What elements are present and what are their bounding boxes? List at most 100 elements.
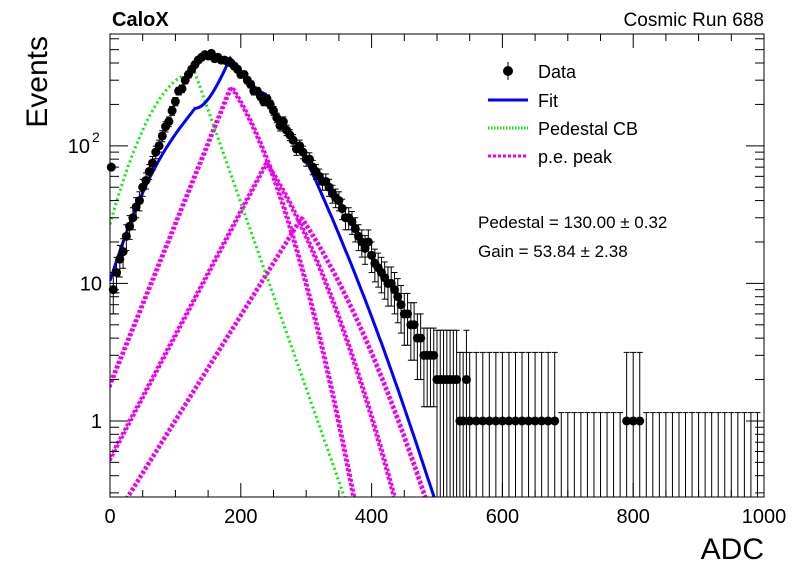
x-tick-label: 0: [104, 506, 115, 528]
data-marker: [363, 237, 373, 247]
data-point: [403, 292, 413, 346]
data-point: [721, 412, 728, 497]
data-marker: [517, 416, 527, 426]
data-marker: [537, 416, 547, 426]
data-point: [167, 105, 177, 116]
data-point: [702, 412, 709, 497]
data-point: [617, 412, 624, 497]
data-point: [571, 412, 578, 497]
data-point: [577, 412, 584, 497]
data-point: [543, 351, 553, 497]
data-marker: [304, 154, 314, 164]
data-marker: [298, 147, 308, 157]
data-marker: [337, 204, 347, 214]
data-point: [628, 351, 638, 497]
data-point: [662, 412, 669, 497]
data-point: [478, 351, 488, 497]
data-point: [354, 224, 364, 252]
data-marker: [471, 416, 481, 426]
data-marker: [134, 196, 144, 206]
data-marker: [635, 416, 645, 426]
experiment-label: CaloX: [112, 9, 169, 31]
x-tick-label: 600: [486, 506, 519, 528]
data-marker: [484, 416, 494, 426]
fit-curves: [110, 55, 436, 497]
data-point: [429, 327, 439, 408]
data-point: [177, 84, 187, 94]
data-point: [128, 207, 138, 231]
data-marker: [278, 117, 288, 127]
run-label: Cosmic Run 688: [624, 10, 764, 31]
pedestal-annotation: Pedestal = 130.00 ± 0.32: [478, 213, 667, 232]
data-point: [484, 351, 494, 497]
data-point: [471, 351, 481, 497]
x-tick-label: 200: [224, 506, 257, 528]
data-point: [170, 97, 180, 107]
data-marker: [350, 224, 360, 234]
data-point: [754, 412, 761, 497]
pe-peak-curve: [110, 160, 395, 497]
data-point: [491, 351, 501, 497]
data-point: [610, 412, 617, 497]
data-points: [106, 48, 761, 497]
data-point: [416, 313, 426, 381]
data-point: [695, 412, 702, 497]
pe-peak-curve: [110, 162, 397, 497]
data-marker: [288, 135, 298, 145]
data-point: [656, 412, 663, 497]
data-point: [747, 412, 754, 497]
data-point: [393, 278, 403, 324]
data-marker: [524, 416, 534, 426]
legend-entry-fit: Fit: [488, 91, 558, 111]
data-marker: [144, 167, 154, 177]
data-point: [350, 217, 360, 243]
data-marker: [170, 97, 180, 107]
data-marker: [272, 113, 282, 123]
legend-label-data: Data: [538, 62, 577, 82]
data-marker: [141, 175, 151, 185]
data-marker: [125, 221, 135, 231]
data-marker: [393, 292, 403, 302]
data-marker: [416, 333, 426, 343]
data-point: [584, 412, 591, 497]
legend-label-fit: Fit: [538, 91, 558, 111]
data-point: [715, 412, 722, 497]
data-point: [622, 351, 632, 497]
y-tick-label: 1: [91, 411, 102, 433]
legend-entry-pedestal: Pedestal CB: [488, 119, 638, 139]
data-marker: [497, 416, 507, 426]
data-marker: [347, 217, 357, 227]
legend-label-pedestal: Pedestal CB: [538, 119, 638, 139]
x-tick-label: 1000: [742, 506, 787, 528]
x-tick-label: 800: [617, 506, 650, 528]
data-marker: [177, 84, 187, 94]
data-point: [134, 191, 144, 212]
data-point: [550, 351, 560, 497]
data-point: [148, 155, 158, 171]
data-marker: [622, 416, 632, 426]
data-marker: [409, 320, 419, 330]
x-axis-label: ADC: [701, 533, 764, 566]
data-marker: [157, 131, 167, 141]
data-marker: [115, 254, 125, 264]
data-point: [504, 351, 514, 497]
data-marker: [510, 416, 520, 426]
x-tick-label: 400: [355, 506, 388, 528]
data-marker: [491, 416, 501, 426]
data-point: [510, 351, 520, 497]
data-point: [246, 79, 256, 89]
legend-label-pe-peak: p.e. peak: [538, 147, 613, 167]
gain-annotation: Gain = 53.84 ± 2.38: [478, 242, 628, 261]
pe-peak-curve: [110, 85, 357, 497]
data-point: [452, 329, 462, 497]
data-point: [635, 351, 645, 497]
data-point: [409, 302, 419, 361]
data-point: [396, 285, 406, 334]
data-point: [524, 351, 534, 497]
data-point: [497, 351, 507, 497]
data-marker: [246, 79, 256, 89]
data-point: [728, 412, 735, 497]
